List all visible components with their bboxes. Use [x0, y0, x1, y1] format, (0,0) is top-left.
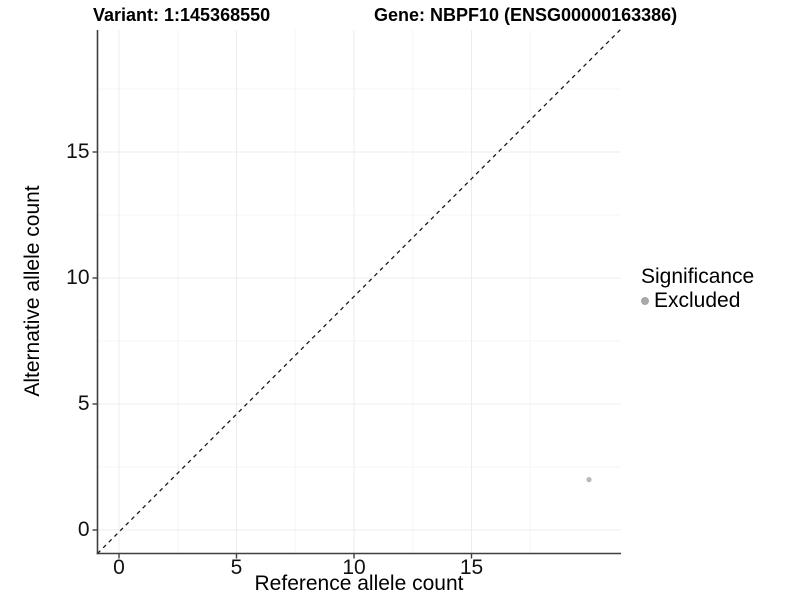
x-tick-label: 5 — [230, 556, 243, 579]
x-tick-label: 10 — [342, 556, 366, 579]
legend-entry-excluded: Excluded — [641, 289, 754, 313]
legend-point-icon — [641, 297, 649, 305]
variant-title: Variant: 1:145368550 — [93, 5, 271, 25]
identity-line — [97, 28, 622, 554]
y-axis-title: Alternative allele count — [21, 185, 44, 397]
legend-entry-label: Excluded — [654, 289, 741, 312]
x-axis-title: Reference allele count — [254, 572, 464, 595]
data-point — [586, 477, 592, 483]
y-tick-label: 10 — [66, 266, 90, 289]
y-tick-label: 5 — [77, 392, 90, 415]
legend: Significance Excluded — [641, 265, 754, 313]
x-tick-label: 15 — [459, 556, 484, 579]
y-tick-label: 15 — [66, 140, 90, 163]
legend-title: Significance — [641, 265, 755, 288]
y-tick-label: 0 — [77, 518, 90, 541]
gene-title: Gene: NBPF10 (ENSG00000163386) — [374, 5, 678, 25]
x-tick-label: 0 — [113, 556, 125, 579]
